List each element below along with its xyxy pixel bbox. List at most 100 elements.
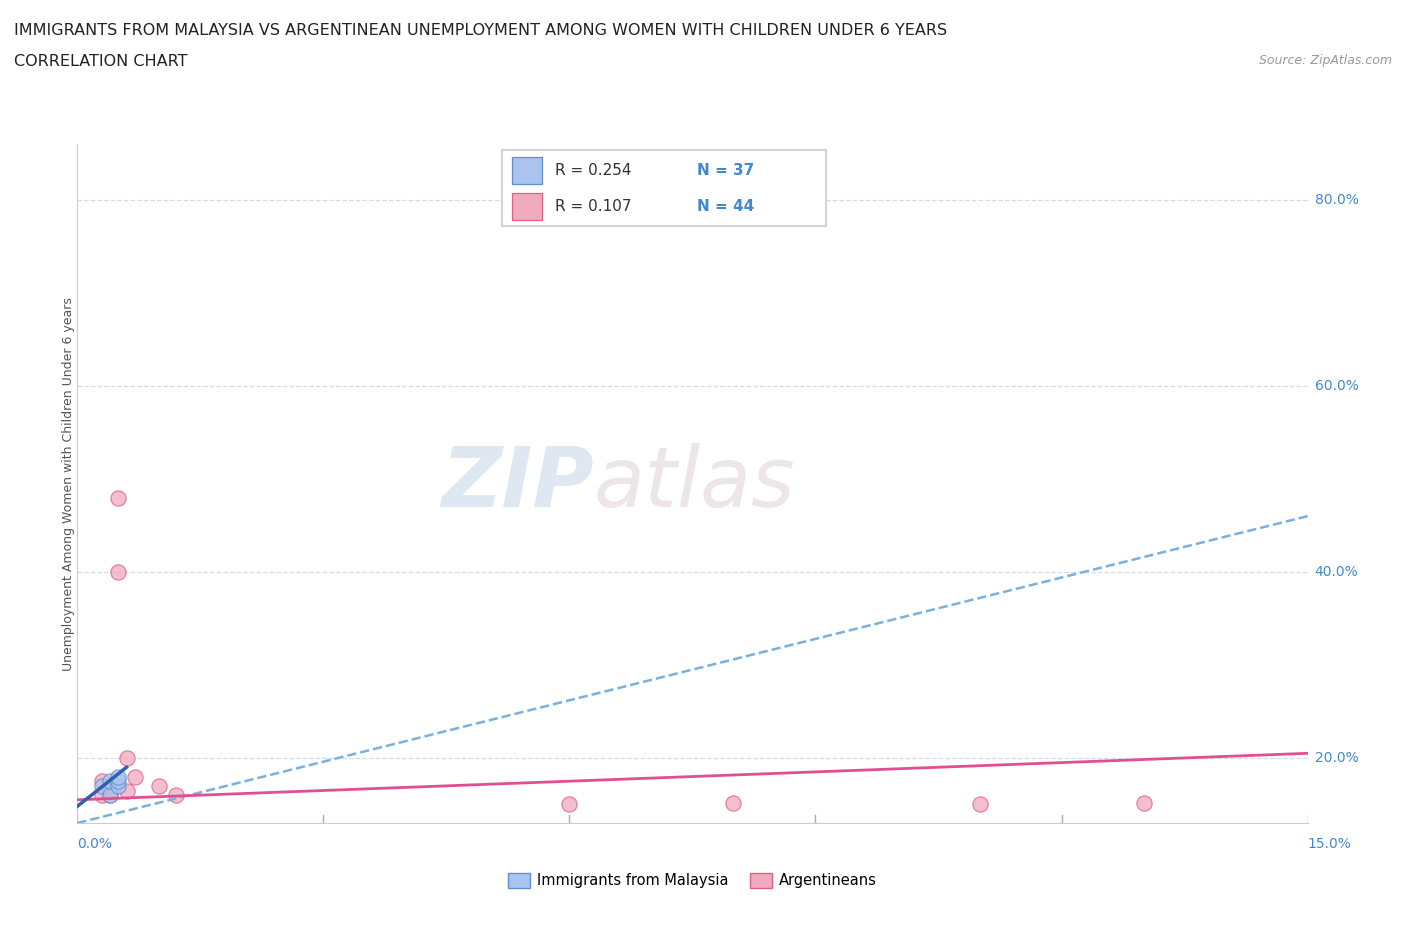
Point [83,910,105,925]
Point [132,913,155,928]
Point [98,788,121,803]
Point [70,918,93,930]
Text: 15.0%: 15.0% [1308,837,1351,851]
Text: atlas: atlas [595,443,796,525]
Point [115,751,138,765]
Text: N = 37: N = 37 [697,163,755,178]
Point [90,913,114,928]
Point [107,490,129,505]
Point [75,910,97,925]
Point [98,918,121,930]
Point [173,920,195,930]
FancyBboxPatch shape [502,151,827,226]
Point [83,913,105,928]
Point [723,795,745,810]
Legend: Immigrants from Malaysia, Argentineans: Immigrants from Malaysia, Argentineans [502,867,883,894]
Point [69,918,91,930]
Point [141,916,163,930]
Text: 60.0%: 60.0% [1315,379,1358,393]
Text: 80.0%: 80.0% [1315,193,1358,207]
Point [75,899,97,914]
Point [148,778,170,793]
Point [83,918,105,930]
Point [558,797,581,812]
Point [70,899,93,914]
Point [75,913,97,928]
Point [107,774,129,789]
Point [79,923,101,930]
Point [148,913,170,928]
Point [70,916,93,930]
Point [87,913,110,928]
Point [87,923,110,930]
Point [83,923,105,930]
Point [83,909,105,923]
Text: Source: ZipAtlas.com: Source: ZipAtlas.com [1258,54,1392,67]
Y-axis label: Unemployment Among Women with Children Under 6 years: Unemployment Among Women with Children U… [62,297,76,671]
Point [70,909,93,923]
Text: CORRELATION CHART: CORRELATION CHART [14,54,187,69]
Point [1132,795,1154,810]
Bar [512,157,543,183]
Point [98,913,121,928]
Text: R = 0.254: R = 0.254 [555,163,631,178]
Text: ZIP: ZIP [441,443,595,525]
Point [98,788,121,803]
Point [75,920,97,930]
Point [90,778,114,793]
Point [70,913,93,928]
Text: R = 0.107: R = 0.107 [555,199,631,214]
Point [124,769,146,784]
Point [90,774,114,789]
Point [75,916,97,930]
Point [107,918,129,930]
Point [115,783,138,798]
Point [115,913,138,928]
Text: 20.0%: 20.0% [1315,751,1358,765]
Point [79,913,101,928]
Point [107,769,129,784]
Point [98,783,121,798]
Point [73,913,96,928]
Point [107,913,129,928]
Point [90,913,114,928]
Point [115,918,138,930]
Point [132,910,155,925]
Point [115,913,138,928]
Point [90,916,114,930]
Point [124,913,146,928]
Point [98,774,121,789]
Text: 0.0%: 0.0% [77,837,112,851]
Point [83,916,105,930]
Point [188,923,212,930]
Point [156,918,179,930]
Point [75,916,97,930]
Point [87,916,110,930]
Point [132,916,155,930]
Point [79,916,101,930]
Point [98,913,121,928]
Point [90,920,114,930]
Point [83,904,105,919]
Point [98,918,121,930]
Point [70,909,93,923]
Point [79,923,101,930]
Text: 40.0%: 40.0% [1315,565,1358,579]
Point [969,797,991,812]
Point [165,788,187,803]
Point [90,788,114,803]
Point [75,920,97,930]
Point [87,920,110,930]
Text: IMMIGRANTS FROM MALAYSIA VS ARGENTINEAN UNEMPLOYMENT AMONG WOMEN WITH CHILDREN U: IMMIGRANTS FROM MALAYSIA VS ARGENTINEAN … [14,23,948,38]
Text: N = 44: N = 44 [697,199,755,214]
Point [79,910,101,925]
Point [83,920,105,930]
Point [107,778,129,793]
Point [107,565,129,579]
Point [90,918,114,930]
Bar [512,193,543,220]
Point [79,920,101,930]
Point [75,904,97,919]
Point [90,909,114,923]
Point [79,909,101,923]
